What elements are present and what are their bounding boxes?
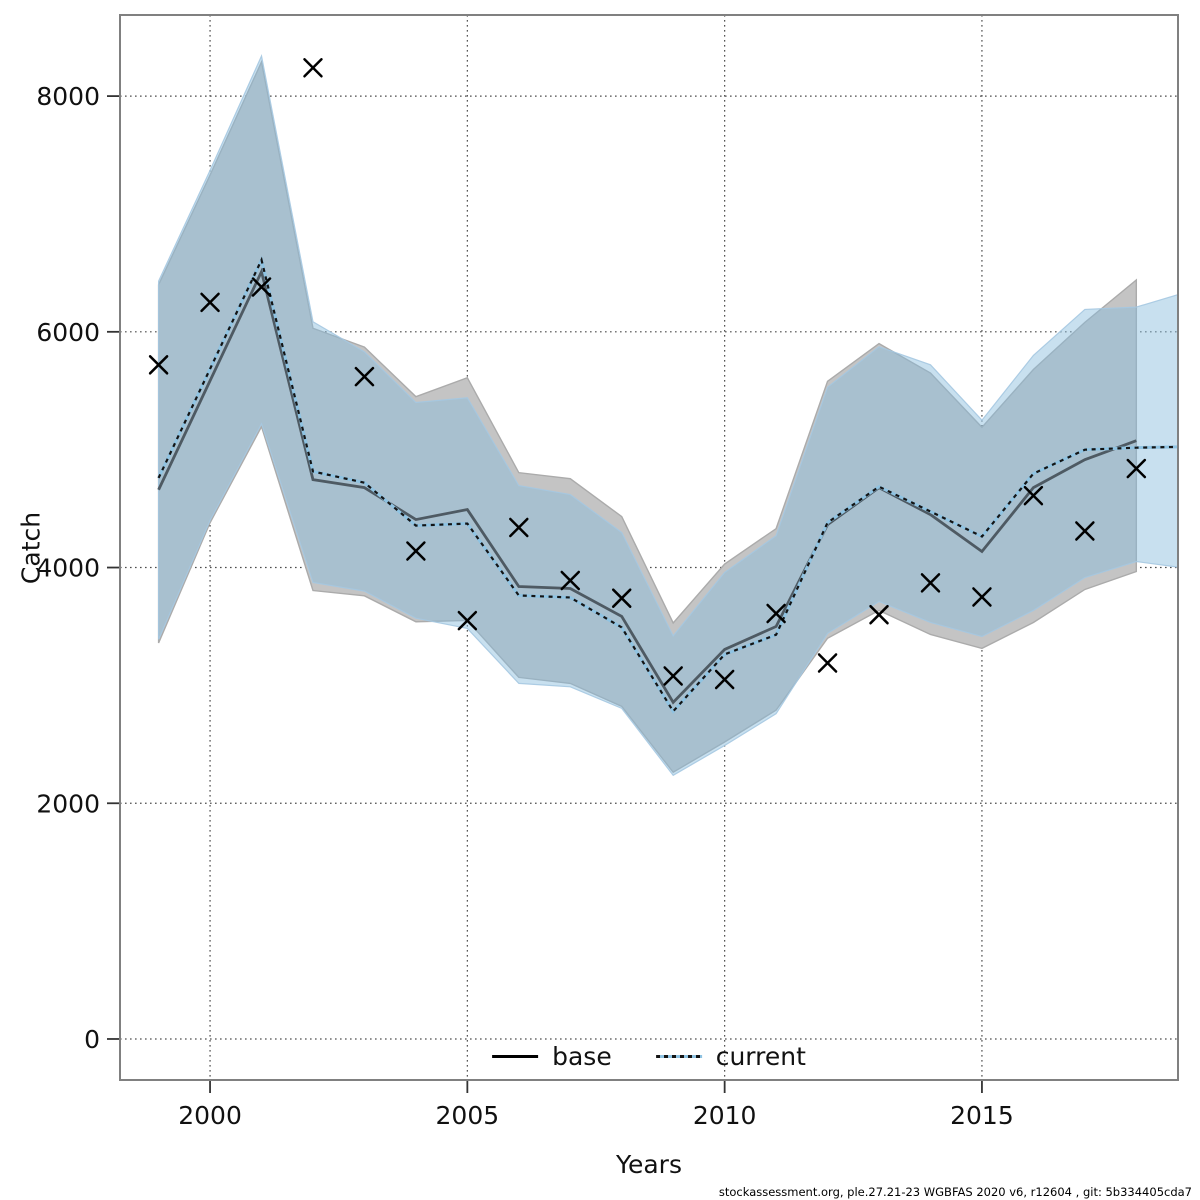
stock-assessment-footer-text: stockassessment.org, ple.27.21-23 WGBFAS…: [718, 1185, 1192, 1199]
current-confidence-band: [157, 54, 1178, 777]
base-line-sample-icon: [492, 1055, 539, 1058]
base-confidence-band: [157, 59, 1138, 774]
x-tick-label: 2010: [693, 1101, 757, 1130]
y-tick-label: 4000: [36, 554, 100, 583]
legend-item-base: base: [492, 1042, 612, 1071]
plot-frame: [119, 14, 1179, 1081]
y-tick-label: 2000: [36, 789, 100, 818]
axis-ticks: [107, 95, 983, 1093]
y-tick-label: 6000: [36, 318, 100, 347]
y-axis-title: Catch: [16, 511, 46, 585]
chart-legend: base current: [492, 1042, 806, 1071]
current-line: [157, 256, 1178, 714]
x-tick-label: 2005: [436, 1101, 500, 1130]
legend-label-base: base: [552, 1042, 612, 1071]
x-axis-title: Years: [616, 1150, 682, 1179]
y-tick-label: 0: [84, 1025, 100, 1054]
current-line-sample-icon: [655, 1055, 702, 1058]
base-line: [157, 267, 1137, 705]
plot-content: [148, 54, 1178, 777]
legend-item-current: current: [655, 1042, 806, 1071]
x-tick-label: 2000: [178, 1101, 242, 1130]
axis-tick-labels: 0 2000 4000 6000 8000 2000 2005 2010 2015: [36, 82, 1013, 1130]
legend-label-current: current: [715, 1042, 806, 1071]
y-tick-label: 8000: [36, 82, 100, 111]
observation-markers: [148, 58, 1147, 690]
x-tick-label: 2015: [950, 1101, 1014, 1130]
